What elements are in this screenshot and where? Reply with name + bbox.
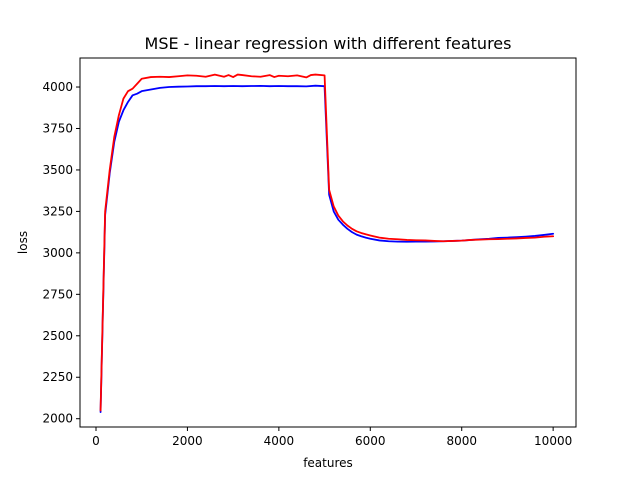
y-tick-label: 4000 [42, 80, 73, 94]
y-tick-label: 2750 [42, 287, 73, 301]
x-tick-label: 4000 [264, 434, 295, 448]
plot-area-frame [79, 57, 577, 428]
y-tick-label: 3250 [42, 204, 73, 218]
y-tick-label: 3500 [42, 163, 73, 177]
y-tick-label: 2500 [42, 329, 73, 343]
x-tick-label: 0 [92, 434, 100, 448]
y-tick-label: 2250 [42, 370, 73, 384]
plot-lines [99, 73, 555, 413]
y-tick-label: 3000 [42, 246, 73, 260]
x-tick-label: 10000 [534, 434, 572, 448]
y-tick-label: 3750 [42, 121, 73, 135]
x-tick-label: 2000 [172, 434, 203, 448]
y-tick-label: 2000 [42, 412, 73, 426]
chart-title: MSE - linear regression with different f… [145, 34, 512, 53]
series-line-1 [99, 73, 555, 412]
x-axis-label: features [303, 456, 353, 470]
y-axis-ticks: 2000 2250 2500 2750 3000 3250 3500 3750 4000 [42, 80, 80, 426]
x-tick-label: 6000 [355, 434, 386, 448]
y-axis-label: loss [16, 231, 30, 254]
x-tick-label: 8000 [446, 434, 477, 448]
x-axis-ticks: 0 2000 4000 6000 8000 10000 [92, 427, 572, 448]
